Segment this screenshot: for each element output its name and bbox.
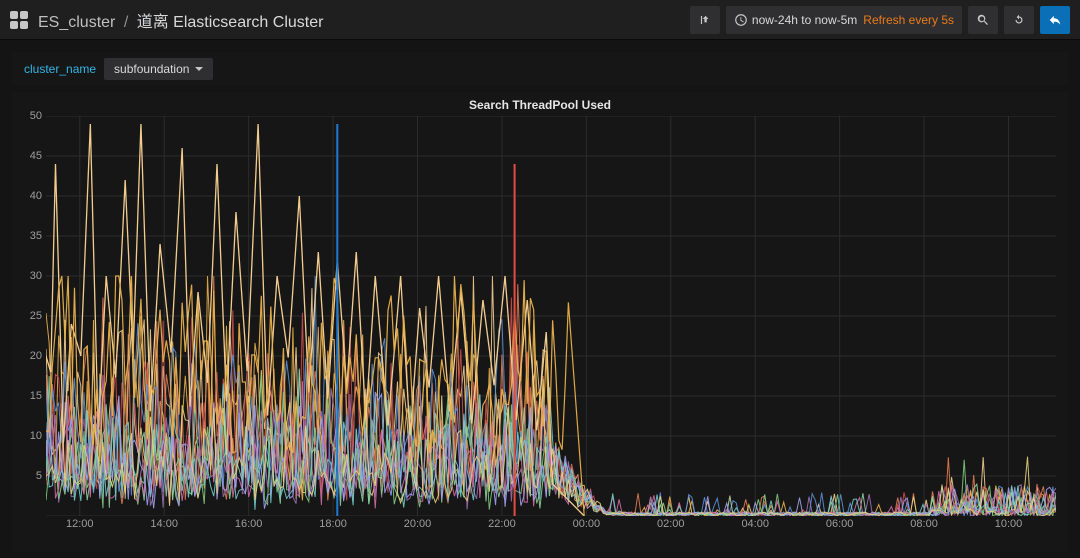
x-tick-label: 08:00 [910,518,938,530]
search-icon [976,13,990,27]
x-tick-label: 12:00 [66,518,94,530]
x-axis: 12:00 14:00 16:00 18:00 20:00 22:00 00:00 02:00… [46,516,1056,536]
variable-value-dropdown[interactable]: subfoundation [104,58,213,80]
time-range-text: now-24h to now-5m [752,13,857,27]
share-icon [698,13,712,27]
refresh-button[interactable] [1004,6,1034,34]
y-tick-label: 20 [30,350,42,362]
variable-value-text: subfoundation [114,62,189,76]
variable-label: cluster_name [24,62,96,76]
dashboard-header: ES_cluster / 道离 Elasticsearch Cluster no… [0,0,1080,40]
x-tick-label: 02:00 [657,518,685,530]
dashboard-name: 道离 Elasticsearch Cluster [137,14,324,31]
reply-arrow-icon [1048,13,1062,27]
back-button[interactable] [1040,6,1070,34]
y-tick-label: 50 [30,110,42,122]
x-tick-label: 06:00 [826,518,854,530]
dashboard-title[interactable]: ES_cluster / 道离 Elasticsearch Cluster [38,8,323,32]
x-tick-label: 18:00 [319,518,347,530]
title-separator: / [124,14,128,31]
clock-icon [734,13,748,27]
y-tick-label: 10 [30,430,42,442]
y-tick-label: 5 [36,470,42,482]
plot-area[interactable] [46,116,1056,516]
y-tick-label: 40 [30,190,42,202]
dashboard-icon[interactable] [10,11,28,29]
chart-area[interactable]: 5101520253035404550 12:0014:0016:0018:00… [20,116,1060,536]
folder-name: ES_cluster [38,14,115,31]
x-tick-label: 16:00 [235,518,263,530]
x-tick-label: 00:00 [573,518,601,530]
time-range-picker[interactable]: now-24h to now-5m Refresh every 5s [726,6,962,34]
y-tick-label: 30 [30,270,42,282]
x-tick-label: 10:00 [995,518,1023,530]
graph-panel: Search ThreadPool Used 5 10 15 20 25 30 35 40 45… [12,92,1068,552]
y-tick-label: 45 [30,150,42,162]
chevron-down-icon [195,67,203,71]
x-tick-label: 22:00 [488,518,516,530]
x-tick-label: 20:00 [404,518,432,530]
panel-title[interactable]: Search ThreadPool Used [20,98,1060,112]
y-axis: 5101520253035404550 [20,116,44,516]
refresh-icon [1012,13,1026,27]
template-variable-bar: cluster_name subfoundation [12,52,1068,86]
zoom-out-button[interactable] [968,6,998,34]
share-button[interactable] [690,6,720,34]
x-tick-label: 04:00 [741,518,769,530]
y-tick-label: 35 [30,230,42,242]
y-tick-label: 25 [30,310,42,322]
refresh-interval-text: Refresh every 5s [863,13,954,27]
x-tick-label: 14:00 [150,518,178,530]
y-tick-label: 15 [30,390,42,402]
